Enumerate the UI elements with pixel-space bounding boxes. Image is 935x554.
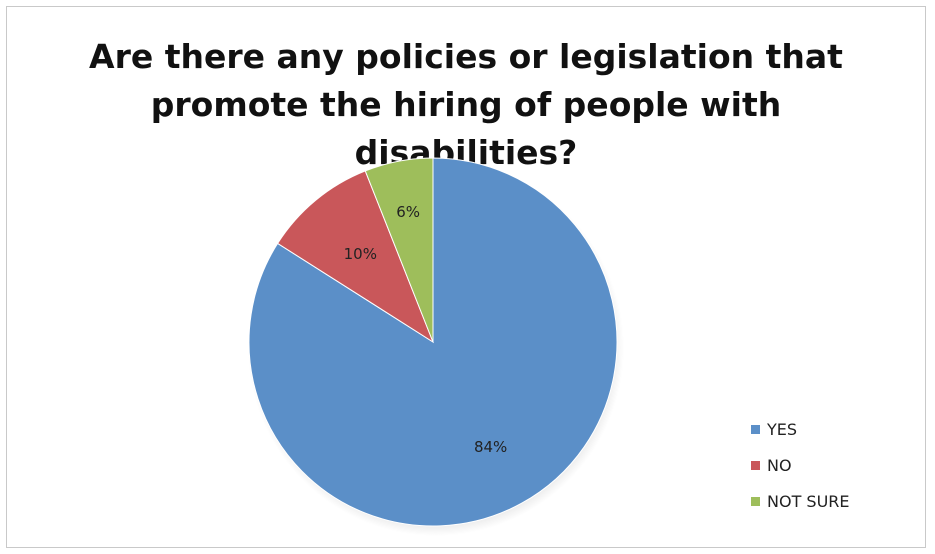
pie-slice-not-sure [364,157,434,343]
chart-title-line-1: Are there any policies or legislation th… [89,37,843,76]
legend: YES NO NOT SURE [751,420,850,528]
pie-slices [248,157,618,527]
chart-title: Are there any policies or legislation th… [7,33,925,177]
chart-title-line-2: promote the hiring of people with [150,85,782,124]
legend-swatch-yes [751,425,760,434]
legend-item-no: NO [751,456,850,492]
pie-labels: 84% 10% 6% [344,203,508,456]
slice-label-not-sure: 6% [396,203,420,221]
legend-swatch-no [751,461,760,470]
slice-label-yes: 84% [474,438,507,456]
pie-slice-no [276,170,435,344]
legend-item-not-sure: NOT SURE [751,492,850,528]
legend-label-yes: YES [767,420,798,439]
pie-chart: 84% 10% 6% [248,157,624,536]
slice-label-no: 10% [344,245,377,263]
legend-label-no: NO [767,456,792,475]
legend-item-yes: YES [751,420,850,456]
legend-label-not-sure: NOT SURE [767,492,850,511]
legend-swatch-not-sure [751,497,760,506]
chart-frame: Are there any policies or legislation th… [6,6,926,548]
